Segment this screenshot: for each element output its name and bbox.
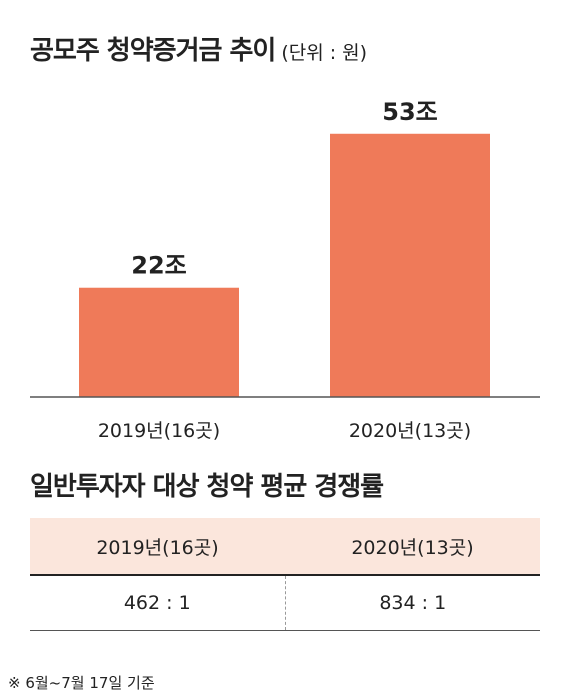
table-row: 462 : 1 834 : 1	[30, 576, 540, 631]
competition-rate-table: 2019년(16곳) 2020년(13곳) 462 : 1 834 : 1	[30, 518, 540, 631]
chart-title-text: 공모주 청약증거금 추이	[30, 36, 276, 66]
x-tick-label-1: 2019년(16곳)	[98, 420, 220, 442]
table-header-row: 2019년(16곳) 2020년(13곳)	[30, 518, 540, 576]
table-header-2020: 2020년(13곳)	[351, 536, 474, 559]
footnote: ※ 6월~7월 17일 기준	[8, 674, 155, 692]
bar-1	[79, 287, 239, 397]
data-label-2: 53조	[382, 98, 437, 126]
bar-2	[330, 133, 490, 397]
data-label-1: 22조	[131, 252, 186, 280]
table-header-2019: 2019년(16곳)	[96, 536, 219, 559]
chart-unit: (단위 : 원)	[281, 42, 368, 64]
chart-title: 공모주 청약증거금 추이 (단위 : 원)	[30, 30, 367, 67]
table-cell-2020-rate: 834 : 1	[379, 592, 447, 614]
table-cell-2019-rate: 462 : 1	[30, 576, 286, 630]
bar-group: 22조 2019년(16곳) 53조 2020년(13곳)	[79, 98, 490, 442]
table-title: 일반투자자 대상 청약 평균 경쟁률	[30, 472, 384, 502]
bar-chart: 22조 2019년(16곳) 53조 2020년(13곳)	[30, 98, 540, 442]
x-tick-label-2: 2020년(13곳)	[349, 420, 471, 442]
